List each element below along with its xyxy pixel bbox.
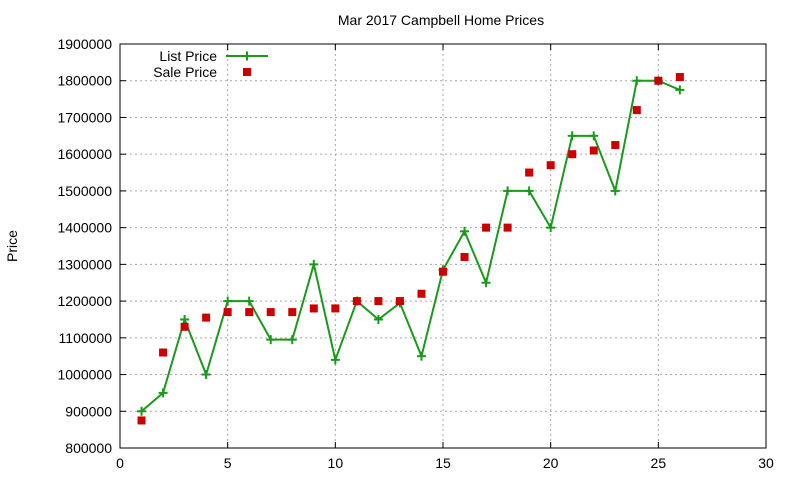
x-tick-label: 20 <box>543 455 559 471</box>
sale-price-point <box>266 308 275 317</box>
series-layer <box>137 73 685 425</box>
sale-price-point <box>482 223 491 232</box>
list-price-point <box>589 131 599 141</box>
sale-price-point <box>525 168 534 177</box>
list-price-point <box>481 278 491 288</box>
legend-square-marker <box>243 68 251 76</box>
sale-price-point <box>654 76 663 85</box>
sale-price-point <box>611 141 620 149</box>
list-price-point <box>460 226 470 236</box>
x-tick-label: 25 <box>651 455 667 471</box>
sale-price-point <box>439 267 447 276</box>
list-price-point <box>632 76 642 86</box>
sale-price-point <box>223 308 232 317</box>
list-price-point <box>524 186 534 196</box>
list-price-point <box>244 296 254 306</box>
sale-price-point <box>568 150 577 159</box>
sale-price-point <box>546 161 555 170</box>
grid-lines <box>120 44 766 448</box>
list-price-line <box>140 79 681 413</box>
sale-price-point <box>632 106 641 115</box>
y-tick-label: 1400000 <box>57 220 112 236</box>
list-price-point <box>266 335 276 345</box>
list-price-point <box>610 186 620 196</box>
x-tick-label: 0 <box>116 455 124 471</box>
list-price-point <box>180 314 190 324</box>
list-price-point <box>567 131 577 141</box>
y-tick-label: 1700000 <box>57 109 112 125</box>
list-price-point <box>330 355 340 365</box>
y-tick-label: 1900000 <box>57 36 112 52</box>
y-tick-label: 1800000 <box>57 73 112 89</box>
sale-price-point <box>245 308 254 317</box>
legend-plus-marker <box>242 51 252 61</box>
sale-price-point <box>460 253 469 262</box>
x-tick-label: 5 <box>224 455 232 471</box>
sale-price-point <box>395 297 404 306</box>
list-price-point <box>287 335 297 345</box>
list-price-point <box>546 223 556 233</box>
chart-title: Mar 2017 Campbell Home Prices <box>338 12 544 28</box>
y-axis-label: Price <box>4 230 20 262</box>
sale-price-point <box>309 304 318 313</box>
sale-price-point <box>352 297 361 306</box>
list-price-point <box>503 186 513 196</box>
y-tick-label: 1300000 <box>57 256 112 272</box>
sale-price-point <box>137 416 146 425</box>
sale-price-point <box>331 304 340 313</box>
x-tick-label: 10 <box>328 455 344 471</box>
list-price-point <box>373 314 383 324</box>
sale-price-point <box>288 308 297 317</box>
series-sale-price <box>137 73 684 425</box>
list-price-point <box>158 388 168 398</box>
y-tick-label: 1000000 <box>57 367 112 383</box>
sale-price-point <box>159 348 168 357</box>
axis-ticks: 0 5 10 15 20 25 30 800000 900000 1000000 1100000 12… <box>57 36 774 471</box>
sale-price-point <box>374 297 383 306</box>
legend-label: List Price <box>159 48 217 64</box>
list-price-point <box>201 370 211 380</box>
y-tick-label: 1500000 <box>57 183 112 199</box>
legend-label: Sale Price <box>153 64 217 80</box>
sale-price-point <box>202 313 211 322</box>
sale-price-point <box>589 146 598 155</box>
sale-price-point <box>675 73 684 82</box>
y-tick-label: 1200000 <box>57 293 112 309</box>
y-tick-label: 1100000 <box>59 330 113 346</box>
x-tick-label: 15 <box>435 455 451 471</box>
x-tick-label: 30 <box>758 455 774 471</box>
list-price-point <box>416 351 426 361</box>
sale-price-point <box>503 223 512 232</box>
y-tick-label: 800000 <box>65 440 112 456</box>
series-list-price <box>137 76 685 416</box>
y-tick-label: 900000 <box>65 403 112 419</box>
sale-price-point <box>180 322 189 331</box>
list-price-point <box>675 85 685 95</box>
list-price-point <box>137 406 147 416</box>
y-tick-label: 1600000 <box>57 146 112 162</box>
sale-price-point <box>417 289 426 298</box>
list-price-point <box>309 259 319 269</box>
list-price-point <box>223 296 233 306</box>
